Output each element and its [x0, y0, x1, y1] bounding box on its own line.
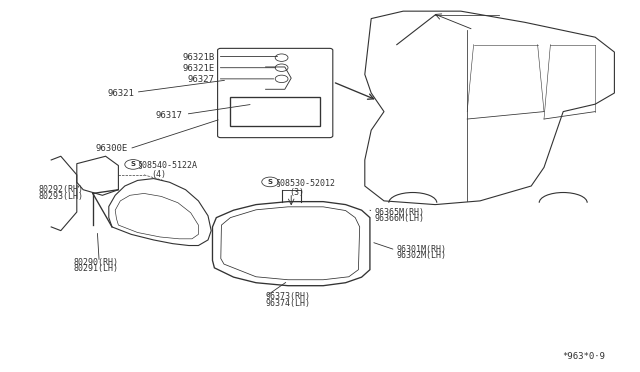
- Text: (3): (3): [289, 188, 304, 197]
- Text: 96327: 96327: [188, 76, 214, 84]
- Text: 80293(LH): 80293(LH): [38, 192, 83, 201]
- Text: 96374(LH): 96374(LH): [266, 299, 310, 308]
- Text: (4): (4): [152, 170, 166, 179]
- Text: S: S: [131, 161, 136, 167]
- Text: 96321B: 96321B: [182, 53, 214, 62]
- Text: 96301M(RH): 96301M(RH): [397, 245, 447, 254]
- Text: *963*0·9: *963*0·9: [562, 352, 605, 361]
- Text: 96300E: 96300E: [96, 144, 128, 153]
- Text: §08540-5122A: §08540-5122A: [138, 160, 198, 169]
- Text: 96321: 96321: [108, 89, 134, 97]
- Text: 96365M(RH): 96365M(RH): [374, 208, 424, 217]
- Text: 96321E: 96321E: [182, 64, 214, 73]
- Text: 96373(RH): 96373(RH): [266, 292, 310, 301]
- Text: 80292(RH): 80292(RH): [38, 185, 83, 194]
- Text: 80291(LH): 80291(LH): [74, 264, 118, 273]
- Text: 96302M(LH): 96302M(LH): [397, 251, 447, 260]
- Text: 96317: 96317: [156, 111, 182, 120]
- Text: 96366M(LH): 96366M(LH): [374, 214, 424, 223]
- Text: S: S: [268, 179, 273, 185]
- Text: 80290(RH): 80290(RH): [74, 258, 118, 267]
- Text: §08530-52012: §08530-52012: [275, 178, 335, 187]
